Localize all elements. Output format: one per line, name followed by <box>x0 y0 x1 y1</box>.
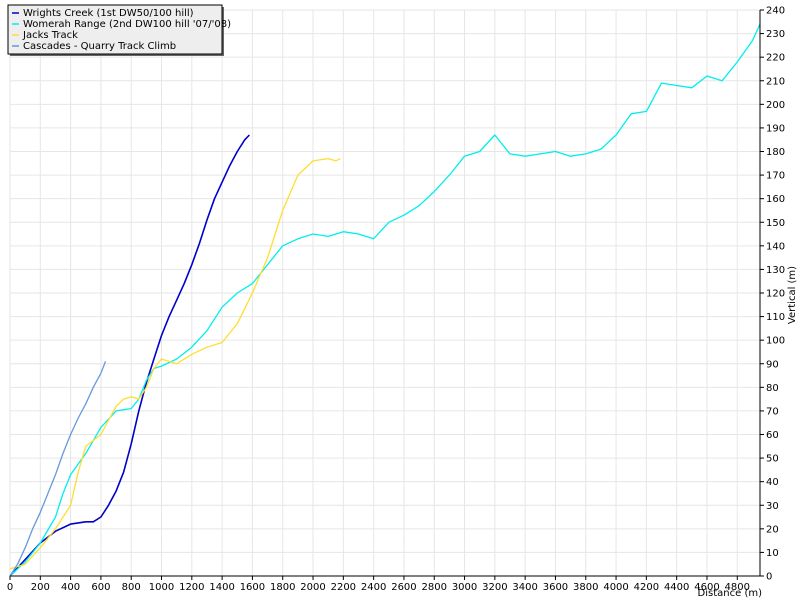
y-tick-label: 140 <box>766 241 785 252</box>
y-axis-title: Vertical (m) <box>787 266 798 324</box>
x-tick-label: 200 <box>31 582 50 593</box>
y-tick-label: 110 <box>766 312 785 323</box>
y-tick-label: 0 <box>766 572 772 583</box>
x-tick-label: 0 <box>7 582 13 593</box>
y-tick-label: 190 <box>766 123 785 134</box>
y-tick-label: 20 <box>766 524 779 535</box>
y-tick-label: 70 <box>766 406 779 417</box>
legend: Wrights Creek (1st DW50/100 hill)Womerah… <box>7 4 231 56</box>
y-tick-label: 100 <box>766 336 785 347</box>
y-tick-label: 180 <box>766 147 785 158</box>
x-tick-label: 400 <box>61 582 80 593</box>
x-tick-label: 4200 <box>634 582 659 593</box>
series-line-1 <box>9 134 250 577</box>
y-tick-label: 30 <box>766 501 779 512</box>
y-tick-label: 10 <box>766 548 779 559</box>
y-tick-label: 160 <box>766 194 785 205</box>
x-tick-label: 3600 <box>543 582 568 593</box>
x-tick-label: 1200 <box>179 582 204 593</box>
grid-lines <box>9 9 760 577</box>
series-line-3 <box>9 157 341 570</box>
x-tick-label: 1600 <box>240 582 265 593</box>
x-tick-label: 2600 <box>391 582 416 593</box>
x-tick-label: 4000 <box>603 582 628 593</box>
series-line-2 <box>9 23 761 577</box>
y-tick-label: 130 <box>766 265 785 276</box>
x-tick-label: 4400 <box>664 582 689 593</box>
x-tick-label: 4600 <box>694 582 719 593</box>
tick-labels: 0 200 400 600 800 1000 1200 1400 1600 1800 2000 220… <box>7 6 785 594</box>
y-tick-label: 50 <box>766 454 779 465</box>
y-tick-label: 170 <box>766 171 785 182</box>
x-tick-label: 3400 <box>512 582 537 593</box>
x-axis-title: Distance (m) <box>698 588 763 599</box>
legend-label: Womerah Range (2nd DW100 hill '07/'08) <box>23 19 231 30</box>
x-tick-label: 600 <box>91 582 110 593</box>
y-tick-label: 200 <box>766 100 785 111</box>
y-tick-label: 80 <box>766 383 779 394</box>
series-lines <box>9 23 761 577</box>
x-tick-label: 2200 <box>331 582 356 593</box>
x-tick-label: 3800 <box>573 582 598 593</box>
y-tick-label: 150 <box>766 218 785 229</box>
y-tick-label: 40 <box>766 477 779 488</box>
y-tick-label: 210 <box>766 76 785 87</box>
x-tick-label: 3000 <box>452 582 477 593</box>
y-tick-label: 230 <box>766 29 785 40</box>
legend-box <box>7 4 223 55</box>
x-tick-label: 2000 <box>300 582 325 593</box>
legend-label: Jacks Track <box>22 30 78 41</box>
y-tick-label: 90 <box>766 359 779 370</box>
x-tick-label: 2800 <box>422 582 447 593</box>
series-line-4 <box>9 361 107 577</box>
x-tick-label: 3200 <box>482 582 507 593</box>
y-tick-label: 120 <box>766 289 785 300</box>
x-tick-label: 1000 <box>149 582 174 593</box>
x-tick-label: 800 <box>122 582 141 593</box>
x-tick-label: 2400 <box>361 582 386 593</box>
y-tick-label: 220 <box>766 53 785 64</box>
y-tick-label: 240 <box>766 6 785 17</box>
x-tick-label: 1800 <box>270 582 295 593</box>
legend-label: Wrights Creek (1st DW50/100 hill) <box>23 8 194 19</box>
y-tick-label: 60 <box>766 430 779 441</box>
x-tick-label: 1400 <box>209 582 234 593</box>
legend-label: Cascades - Quarry Track Climb <box>23 41 176 52</box>
x-tick-label: 4800 <box>725 582 750 593</box>
